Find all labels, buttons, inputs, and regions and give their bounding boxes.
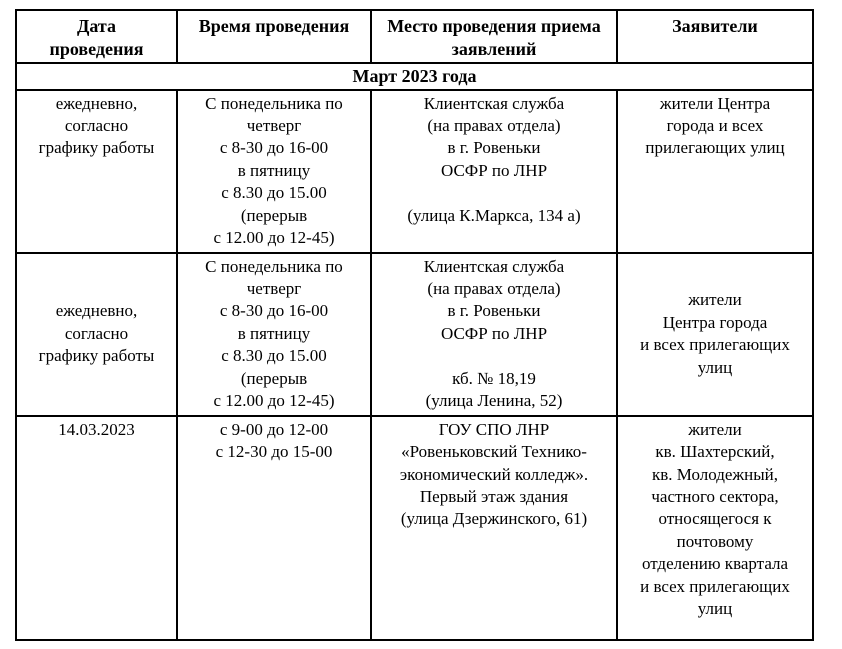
cell-applicants: жители Центра города и всех прилегающих … bbox=[616, 88, 814, 254]
cell-applicants: жители кв. Шахтерский, кв. Молодежный, ч… bbox=[616, 414, 814, 641]
cell-date: ежедневно, согласно графику работы bbox=[15, 88, 178, 254]
header-time: Время проведения bbox=[176, 9, 372, 64]
header-applicants: Заявители bbox=[616, 9, 814, 64]
section-title: Март 2023 года bbox=[15, 62, 814, 91]
table-row: 14.03.2023 с 9-00 до 12-00 с 12-30 до 15… bbox=[15, 414, 814, 641]
cell-place: Клиентская служба (на правах отдела) в г… bbox=[370, 251, 618, 417]
cell-place: Клиентская служба (на правах отдела) в г… bbox=[370, 88, 618, 254]
section-title-row: Март 2023 года bbox=[15, 62, 814, 91]
cell-date: 14.03.2023 bbox=[15, 414, 178, 641]
cell-time: С понедельника по четверг с 8-30 до 16-0… bbox=[176, 88, 372, 254]
cell-place: ГОУ СПО ЛНР «Ровеньковский Технико- экон… bbox=[370, 414, 618, 641]
cell-date: ежедневно, согласно графику работы bbox=[15, 251, 178, 417]
header-date: Дата проведения bbox=[15, 9, 178, 64]
table-row: ежедневно, согласно графику работы С пон… bbox=[15, 251, 814, 417]
header-place: Место проведения приема заявлений bbox=[370, 9, 618, 64]
table-row: ежедневно, согласно графику работы С пон… bbox=[15, 88, 814, 254]
cell-applicants: жители Центра города и всех прилегающих … bbox=[616, 251, 814, 417]
schedule-table: Дата проведения Время проведения Место п… bbox=[15, 9, 814, 641]
cell-time: с 9-00 до 12-00 с 12-30 до 15-00 bbox=[176, 414, 372, 641]
cell-time: С понедельника по четверг с 8-30 до 16-0… bbox=[176, 251, 372, 417]
table-header-row: Дата проведения Время проведения Место п… bbox=[15, 9, 814, 64]
